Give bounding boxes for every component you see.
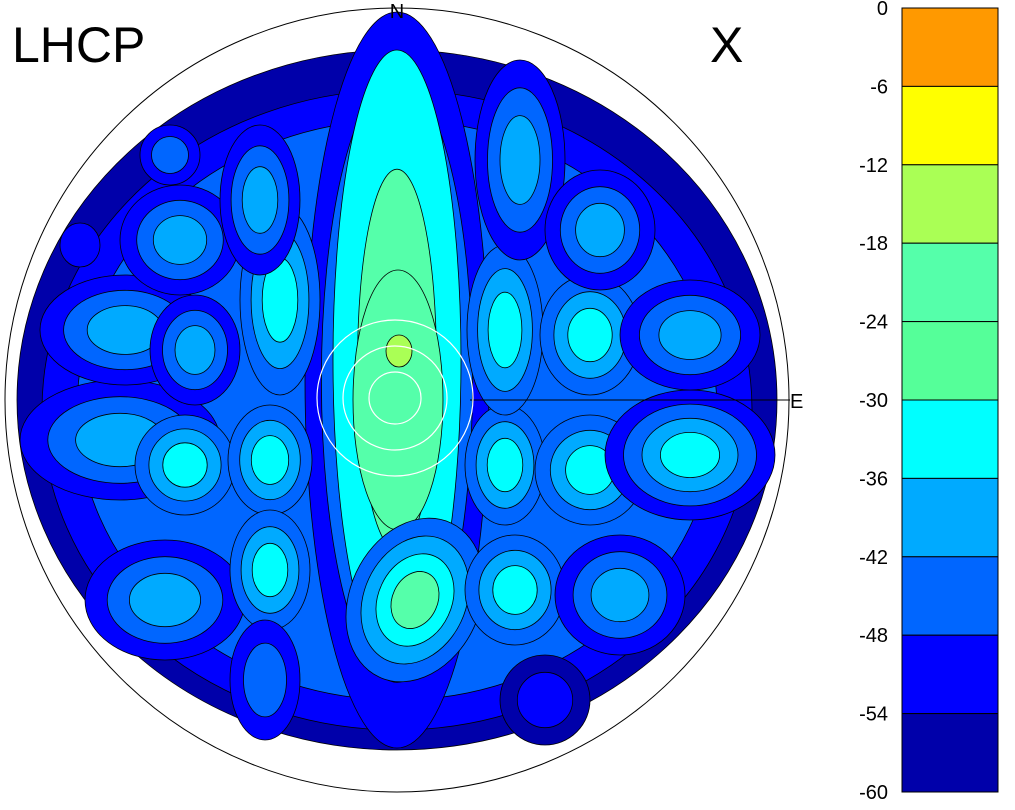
colorbar-ticks: 0 -6 -12 -18 -24 -30 -36 -42 -48 -54 -60 [859, 0, 888, 804]
colorbar-tick-label: -60 [859, 782, 888, 804]
colorbar-tick-label: -36 [859, 468, 888, 490]
contour-lobe [590, 567, 650, 623]
colorbar-tick-label: -24 [859, 312, 888, 334]
colorbar-band [901, 713, 999, 793]
colorbar-band [901, 556, 999, 636]
contour-lobe [152, 215, 208, 265]
colorbar-tick-label: -54 [859, 704, 888, 726]
contour-lobe [499, 115, 541, 205]
contour-lobe [250, 435, 290, 485]
contour-lobe [658, 310, 722, 360]
colorbar-tick-label: -30 [859, 390, 888, 412]
contour-lobe [390, 571, 440, 629]
contour-lobe [660, 431, 721, 478]
contour-lobe [243, 642, 287, 718]
contour-field [16, 11, 778, 751]
colorbar-band [901, 85, 999, 166]
colorbar-tick-label: -12 [859, 155, 888, 177]
contour-lobe [486, 437, 524, 493]
colorbar-band [901, 164, 999, 244]
east-label: E [790, 391, 803, 413]
contour-lobe [516, 671, 574, 729]
contour-lobe [487, 291, 523, 369]
peak-contour [385, 334, 413, 368]
contour-lobe [174, 325, 216, 375]
contour-lobe [492, 565, 538, 615]
colorbar-band [901, 242, 999, 323]
colorbar-tick-label: 0 [877, 0, 888, 20]
contour-lobe [251, 542, 289, 598]
north-label: N [390, 1, 404, 23]
component-label: X [710, 17, 743, 73]
contour-lobe [128, 572, 201, 628]
contour-lobe [59, 222, 101, 268]
contour-lobe [241, 166, 279, 234]
colorbar-tick-label: -6 [870, 76, 888, 98]
colorbar-tick-label: -42 [859, 547, 888, 569]
colorbar-tick-label: -48 [859, 625, 888, 647]
contour-lobe [162, 442, 208, 488]
colorbar-band [901, 7, 999, 87]
contour-lobe [575, 202, 625, 258]
contour-lobe [567, 307, 613, 363]
colorbar-tick-label: -18 [859, 233, 888, 255]
colorbar-band [901, 321, 999, 401]
contour-lobe [151, 136, 189, 174]
colorbar-band [901, 399, 999, 479]
polarization-label: LHCP [12, 17, 145, 73]
colorbar [901, 7, 999, 793]
colorbar-band [901, 477, 999, 558]
beam-overlay [316, 319, 474, 477]
contour-lobe [352, 269, 444, 531]
colorbar-band [901, 634, 999, 715]
